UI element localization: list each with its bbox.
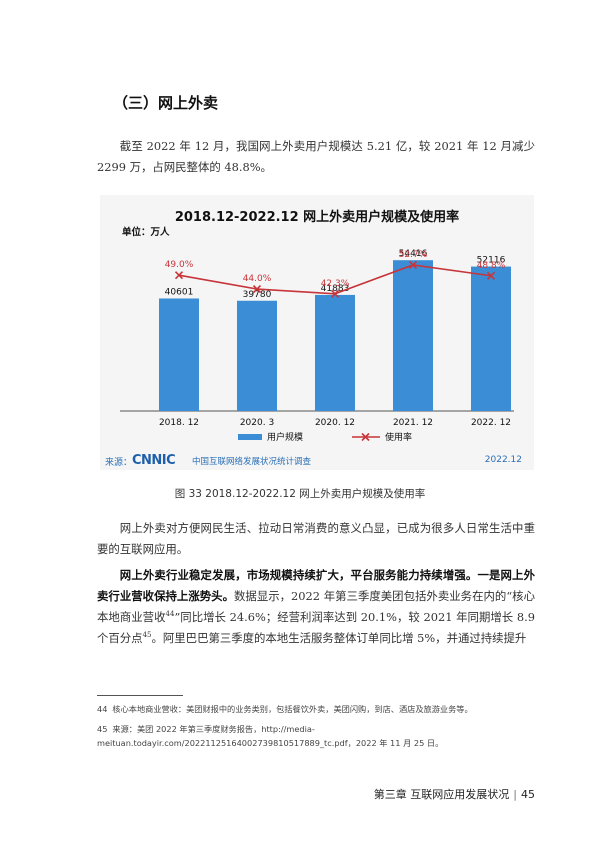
- bar: [471, 266, 511, 411]
- usage-rate-label: 42.3%: [321, 279, 350, 289]
- section-title: （三）网上外卖: [113, 94, 219, 112]
- footnote-divider: [97, 695, 183, 696]
- bold-lead-1: 网上外卖行业稳定发展，市场规模持续扩大，平台服务能力持续增强。: [119, 568, 478, 582]
- source-org: 中国互联网络发展状况统计调查: [192, 457, 312, 467]
- x-tick-label: 2022. 12: [471, 418, 511, 428]
- footnote-ref-45: 45: [142, 631, 152, 640]
- footnote-number: 44: [97, 704, 108, 714]
- chart-source-row: 来源： CNNIC 中国互联网络发展状况统计调查 2022.12: [100, 453, 534, 470]
- footer-separator: |: [513, 788, 517, 801]
- bar: [393, 260, 433, 411]
- legend-bar-swatch: [238, 434, 262, 440]
- bar: [315, 294, 355, 411]
- chart-unit-label: 单位：万人: [122, 226, 170, 238]
- chart: 2018.12-2022.12 网上外卖用户规模及使用率 单位：万人 40601…: [120, 209, 514, 443]
- usage-rate-label: 52.7%: [399, 250, 428, 260]
- x-tick-label: 2021. 12: [393, 418, 433, 428]
- bar-value-label: 40601: [165, 287, 194, 297]
- usage-rate-point: [330, 289, 340, 298]
- usage-rate-point: [486, 271, 496, 280]
- paragraph-3: 网上外卖行业稳定发展，市场规模持续扩大，平台服务能力持续增强。一是网上外卖行业营…: [97, 565, 535, 649]
- para3-text-2: ”同比增长 24.6%；经营利润率达到 20.1%，较 2021 年同期增长 8…: [97, 610, 535, 645]
- footnote-45: 45 来源：美团 2022 年第三季度财务报告，http://media-meit…: [97, 722, 537, 750]
- usage-rate-label: 44.0%: [243, 274, 272, 284]
- bar-value-label: 54416: [399, 249, 428, 259]
- bar: [159, 298, 199, 411]
- bold-lead-2: 一是网上外卖行业营收保持上涨势头。: [97, 568, 535, 603]
- legend-bar-label: 用户规模: [267, 431, 303, 443]
- usage-rate-label: 49.0%: [165, 260, 194, 270]
- source-date: 2022.12: [484, 455, 522, 465]
- footnote-number: 45: [97, 724, 108, 734]
- footnote-text: 核心本地商业营收：美团财报中的业务类别，包括餐饮外卖，美团闪购，到店、酒店及旅游…: [112, 704, 473, 714]
- para3-text-3: 。阿里巴巴第三季度的本地生活服务整体订单同比增 5%，并通过持续提升: [151, 631, 527, 645]
- x-tick-label: 2020. 12: [315, 418, 355, 428]
- chart-title: 2018.12-2022.12 网上外卖用户规模及使用率: [175, 209, 459, 225]
- usage-rate-label: 48.8%: [477, 261, 506, 271]
- chart-figure: 2018.12-2022.12 网上外卖用户规模及使用率 单位：万人 40601…: [100, 195, 534, 470]
- para3-text-1: 数据显示，2022 年第三季度美团包括外卖业务在内的“核心本地商业营收: [97, 589, 535, 624]
- figure-caption: 图 33 2018.12-2022.12 网上外卖用户规模及使用率: [174, 488, 426, 500]
- chapter-label: 第三章 互联网应用发展状况: [373, 788, 510, 801]
- paragraph-2: 网上外卖对方便网民生活、拉动日常消费的意义凸显，已成为很多人日常生活中重要的互联…: [97, 521, 535, 556]
- x-tick-label: 2020. 3: [240, 418, 274, 428]
- footnote-ref-44: 44: [165, 610, 175, 619]
- usage-rate-point: [174, 271, 184, 280]
- source-label: 来源：: [105, 458, 133, 468]
- bar-value-label: 39780: [243, 290, 272, 300]
- bar: [237, 300, 277, 411]
- usage-rate-point: [252, 284, 262, 294]
- footnote-text: 来源：美团 2022 年第三季度财务报告，http://media-meitua…: [97, 724, 444, 748]
- cnnic-logo: CNNIC: [132, 453, 176, 468]
- bar-value-label: 52116: [477, 256, 506, 266]
- x-tick-label: 2018. 12: [159, 418, 199, 428]
- legend-line-marker: [361, 432, 370, 442]
- page-number: 45: [521, 788, 535, 801]
- legend-line-label: 使用率: [385, 431, 412, 443]
- usage-rate-point: [408, 260, 418, 270]
- page-footer: 第三章 互联网应用发展状况 | 45: [374, 786, 535, 802]
- bar-value-label: 41883: [321, 284, 350, 294]
- footnote-44: 44 核心本地商业营收：美团财报中的业务类别，包括餐饮外卖，美团闪购，到店、酒店及…: [97, 702, 537, 716]
- intro-paragraph: 截至 2022 年 12 月，我国网上外卖用户规模达 5.21 亿，较 2021…: [97, 139, 535, 174]
